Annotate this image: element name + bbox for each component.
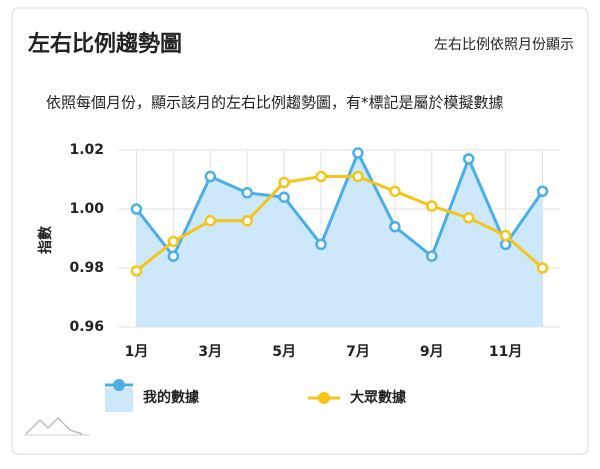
area xyxy=(136,152,543,327)
point xyxy=(315,170,327,183)
point xyxy=(499,229,512,242)
line xyxy=(135,149,544,260)
point xyxy=(536,262,549,274)
point xyxy=(536,185,549,198)
card-title: 左右比例趨勢圖 xyxy=(28,31,182,57)
card-subtitle: 左右比例依照月份顯示 xyxy=(434,37,574,53)
x-tick-label: 11月 xyxy=(489,344,522,360)
x-tick-label: 1月 xyxy=(125,344,149,360)
logo xyxy=(24,416,90,436)
point xyxy=(315,238,327,251)
point xyxy=(352,170,364,183)
point xyxy=(278,191,290,203)
point xyxy=(130,265,143,277)
point xyxy=(241,187,253,199)
y-tick-label: 1.02 xyxy=(69,142,104,158)
line xyxy=(135,175,544,273)
legend-marker xyxy=(113,379,125,391)
point xyxy=(278,176,290,189)
point xyxy=(462,212,475,224)
x-tick-label: 9月 xyxy=(420,344,444,360)
point xyxy=(389,185,401,198)
x-tick-label: 7月 xyxy=(346,344,370,360)
point xyxy=(352,147,364,159)
x-tick-label: 3月 xyxy=(198,344,222,360)
legend-area xyxy=(105,388,133,412)
point xyxy=(241,215,253,227)
y-tick-label: 0.98 xyxy=(69,260,104,276)
point xyxy=(167,235,180,248)
point xyxy=(130,203,143,215)
point xyxy=(426,200,438,212)
point xyxy=(167,250,180,262)
legend-marker xyxy=(318,392,330,404)
legend-label: 我的數據 xyxy=(143,389,200,406)
y-tick-label: 1.00 xyxy=(69,201,104,217)
point xyxy=(426,250,438,262)
point xyxy=(389,220,401,233)
point xyxy=(204,170,217,183)
legend-label: 大眾數據 xyxy=(350,389,407,406)
y-tick-label: 0.96 xyxy=(69,319,104,335)
point xyxy=(204,215,217,227)
x-tick-label: 5月 xyxy=(272,344,296,360)
point xyxy=(462,153,475,165)
y-axis-label: 指數 xyxy=(37,226,54,254)
chart-title: 依照每個月份，顯示該月的左右比例趨勢圖，有*標記是屬於模擬數據 xyxy=(46,94,504,112)
